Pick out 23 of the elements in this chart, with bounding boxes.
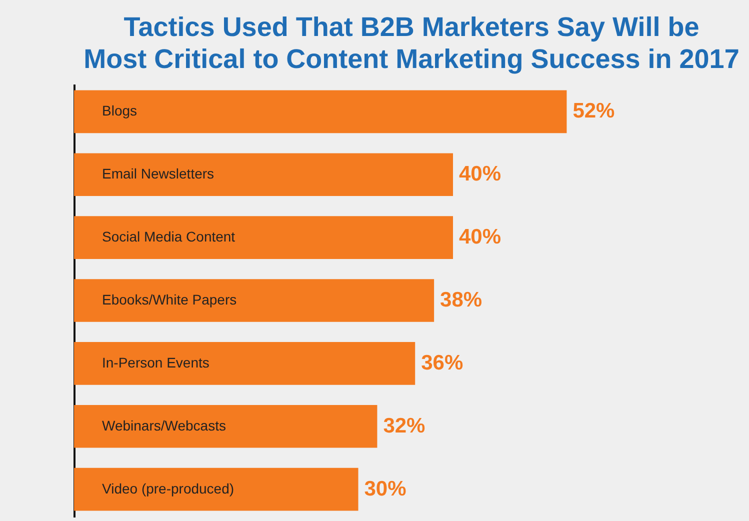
y-tick-label: In-Person Events xyxy=(102,354,210,370)
data-label: 32% xyxy=(383,414,426,438)
text: Most Critical to Content Marketing Success in 2017 xyxy=(84,44,740,74)
bar xyxy=(74,404,378,448)
y-tick-label: Video (pre-produced) xyxy=(102,480,234,496)
text: Tactics Used That B2B Marketers Say Will be xyxy=(124,12,700,42)
bar xyxy=(74,90,567,134)
bar xyxy=(74,216,453,259)
data-label: 40% xyxy=(459,226,502,249)
data-label: 40% xyxy=(459,162,502,186)
y-tick-label: Email Newsletters xyxy=(102,166,214,182)
data-label: 30% xyxy=(364,477,407,500)
y-tick-label: Ebooks/White Papers xyxy=(102,292,237,308)
bar xyxy=(74,342,416,385)
bar xyxy=(74,153,453,196)
y-tick-label: Blogs xyxy=(102,102,138,119)
y-tick-label: Social Media Content xyxy=(102,228,236,245)
data-label: 38% xyxy=(440,288,482,312)
data-label: 52% xyxy=(572,100,616,123)
bar xyxy=(74,468,358,511)
y-tick-label: Webinars/Webcasts xyxy=(102,417,226,434)
bar xyxy=(74,279,434,322)
data-label: 36% xyxy=(421,351,464,374)
